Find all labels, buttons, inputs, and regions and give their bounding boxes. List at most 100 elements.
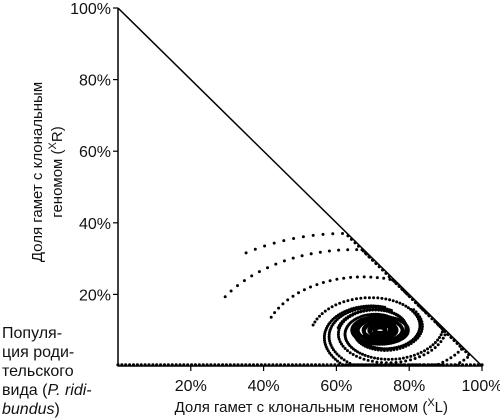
trajectory-point <box>398 302 401 305</box>
trajectory-point <box>322 281 325 284</box>
trajectory-point <box>329 279 332 282</box>
trajectory-point <box>439 340 442 343</box>
trajectory-point <box>411 363 414 366</box>
trajectory-point <box>206 363 209 366</box>
trajectory-point <box>352 353 355 356</box>
trajectory-point <box>362 250 365 253</box>
trajectory-point <box>182 363 185 366</box>
trajectory-point <box>355 297 358 300</box>
trajectory-point <box>140 363 143 366</box>
trajectory-point <box>190 363 193 366</box>
trajectory-point <box>402 357 405 360</box>
trajectory-point <box>312 234 315 237</box>
trajectory-point <box>447 333 450 336</box>
trajectory-point <box>295 363 298 366</box>
trajectory-point <box>376 363 379 366</box>
trajectory-point <box>389 329 393 333</box>
y-axis-title: Доля гамет с клональным геномом (XR) <box>29 82 66 262</box>
x-tick-label: 60% <box>320 378 352 395</box>
trajectory-point <box>367 359 370 362</box>
trajectory-point <box>250 274 253 277</box>
trajectory-point <box>256 363 259 366</box>
trajectory-point <box>375 361 378 364</box>
trajectory-point <box>159 363 162 366</box>
trajectory-point <box>389 349 392 352</box>
trajectory-point <box>132 363 135 366</box>
trajectory-point <box>436 339 439 342</box>
trajectory-point <box>456 342 459 345</box>
trajectory-point <box>322 233 325 236</box>
trajectory-point <box>281 302 284 305</box>
trajectory-point <box>396 348 399 351</box>
trajectory-point <box>391 358 394 361</box>
trajectory-point <box>359 297 362 300</box>
trajectory-point <box>380 363 383 366</box>
trajectory-point <box>292 295 295 298</box>
trajectory-point <box>383 358 386 361</box>
trajectory-point <box>217 363 220 366</box>
trajectory-point <box>384 329 388 333</box>
trajectory-point <box>414 301 417 304</box>
trajectory-point <box>221 363 224 366</box>
trajectory-point <box>460 348 463 351</box>
trajectory-point <box>434 341 437 344</box>
trajectory-point <box>364 306 367 309</box>
x-tick-label: 100% <box>462 378 500 395</box>
trajectory-point <box>328 250 331 253</box>
trajectory-point <box>343 358 346 361</box>
trajectory-point <box>441 331 444 334</box>
trajectory-point <box>346 349 349 352</box>
trajectory-point <box>186 363 189 366</box>
trajectory-point <box>357 363 360 366</box>
trajectory-point <box>480 363 483 366</box>
trajectory-point <box>178 363 181 366</box>
trajectory-point <box>376 276 379 279</box>
trajectory-point <box>465 363 468 366</box>
trajectory-point <box>233 363 236 366</box>
trajectory-point <box>350 238 353 241</box>
trajectory-point <box>337 249 340 252</box>
trajectory-point <box>457 351 460 354</box>
trajectory-point <box>302 235 305 238</box>
trajectory-point <box>395 329 399 333</box>
trajectory-point <box>403 363 406 366</box>
trajectory-point <box>355 355 358 358</box>
trajectory-point <box>254 248 257 251</box>
trajectory-point <box>175 363 178 366</box>
trajectory-point <box>367 355 370 358</box>
trajectory-point <box>406 356 409 359</box>
trajectory-point <box>362 310 365 313</box>
trajectory-point <box>270 316 273 319</box>
trajectory-point <box>408 295 411 298</box>
trajectory-point <box>128 363 131 366</box>
trajectory-point <box>444 330 447 333</box>
trajectory-point <box>399 347 402 350</box>
trajectory-point <box>364 363 367 366</box>
trajectory-point <box>370 356 373 359</box>
y-axis-title-line2: геномом (XR) <box>47 126 66 217</box>
trajectory-point <box>357 245 360 248</box>
trajectory-point <box>377 349 380 352</box>
trajectory-point <box>318 315 321 318</box>
trajectory-point <box>403 290 406 293</box>
trajectory-point <box>273 242 276 245</box>
trajectory-point <box>422 309 425 312</box>
trajectory-point <box>414 357 417 360</box>
corner-label-line2: ция роди- <box>2 344 74 361</box>
trajectory-point <box>314 363 317 366</box>
trajectory-point <box>382 277 385 280</box>
trajectory-point <box>298 363 301 366</box>
trajectory-point <box>374 309 377 312</box>
trajectory-point <box>279 363 282 366</box>
trajectory-point <box>384 363 387 366</box>
trajectory-point <box>263 245 266 248</box>
trajectory-point <box>345 360 348 363</box>
trajectory-point <box>418 355 421 358</box>
trajectory-point <box>312 324 315 327</box>
y-tick-label: 20% <box>79 287 111 304</box>
trajectory-point <box>377 309 380 312</box>
trajectory-point <box>381 269 384 272</box>
trajectory-point <box>434 363 437 366</box>
corner-label-line3: тельского <box>2 363 74 380</box>
